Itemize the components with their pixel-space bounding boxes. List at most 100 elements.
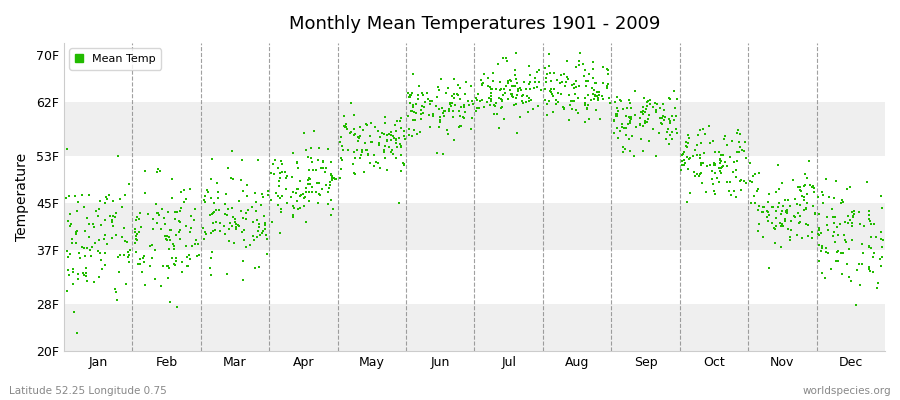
Point	[663, 118, 678, 124]
Point	[388, 122, 402, 128]
Point	[407, 126, 421, 133]
Point	[190, 252, 204, 259]
Point	[435, 105, 449, 111]
Point	[202, 212, 217, 218]
Point	[446, 108, 460, 114]
Point	[302, 197, 316, 204]
Point	[286, 189, 301, 195]
Point	[121, 254, 135, 260]
Point	[452, 108, 466, 114]
Point	[542, 51, 556, 57]
Point	[609, 94, 624, 100]
Point	[534, 87, 548, 93]
Point	[302, 176, 316, 183]
Point	[835, 250, 850, 256]
Point	[309, 189, 323, 196]
Point	[93, 198, 107, 204]
Point	[138, 190, 152, 196]
Point	[799, 221, 814, 227]
Point	[305, 167, 320, 173]
Point	[669, 112, 683, 119]
Point	[106, 222, 121, 229]
Point	[825, 232, 840, 239]
Point	[109, 210, 123, 216]
Point	[408, 116, 422, 123]
Point	[87, 279, 102, 285]
Point	[367, 124, 382, 131]
Point	[311, 191, 326, 197]
Point	[208, 227, 222, 233]
Point	[151, 210, 166, 216]
Point	[280, 172, 294, 179]
Point	[112, 254, 126, 260]
Point	[390, 144, 404, 150]
Point	[600, 66, 615, 72]
Point	[713, 157, 727, 163]
Point	[394, 125, 409, 132]
Point	[197, 236, 211, 242]
Point	[382, 144, 397, 150]
Point	[844, 220, 859, 226]
Point	[692, 173, 706, 179]
Point	[658, 114, 672, 120]
Point	[104, 218, 119, 225]
Point	[166, 243, 181, 249]
Point	[566, 98, 580, 104]
Point	[601, 70, 616, 77]
Point	[855, 250, 869, 256]
Point	[724, 138, 739, 144]
Point	[418, 99, 432, 106]
Point	[337, 123, 351, 130]
Point	[108, 214, 122, 220]
Point	[860, 179, 874, 186]
Point	[219, 191, 233, 197]
Point	[538, 65, 553, 71]
Point	[516, 92, 530, 98]
Point	[106, 198, 121, 204]
Point	[371, 160, 385, 167]
Point	[853, 282, 868, 288]
Point	[509, 130, 524, 136]
Point	[690, 132, 705, 138]
Point	[523, 79, 537, 86]
Point	[783, 234, 797, 240]
Point	[637, 108, 652, 115]
Point	[580, 92, 595, 98]
Point	[228, 240, 242, 246]
Point	[62, 223, 77, 230]
Point	[669, 126, 683, 132]
Point	[464, 126, 478, 132]
Point	[443, 100, 457, 107]
Point	[224, 175, 238, 181]
Point	[167, 261, 182, 267]
Point	[508, 67, 523, 74]
Point	[874, 192, 888, 199]
Point	[778, 208, 793, 215]
Point	[667, 117, 681, 123]
Point	[756, 234, 770, 241]
Point	[138, 281, 152, 288]
Point	[392, 118, 407, 124]
Point	[726, 159, 741, 165]
Point	[664, 113, 679, 120]
Point	[805, 229, 819, 235]
Point	[465, 101, 480, 107]
Point	[129, 236, 143, 242]
Point	[315, 186, 329, 192]
Point	[438, 90, 453, 96]
Point	[128, 228, 142, 235]
Point	[623, 148, 637, 154]
Point	[441, 131, 455, 137]
Point	[454, 123, 468, 129]
Point	[681, 140, 696, 146]
Point	[635, 111, 650, 117]
Point	[670, 130, 684, 136]
Point	[316, 165, 330, 171]
Point	[91, 213, 105, 220]
Point	[444, 103, 458, 109]
Point	[590, 89, 604, 95]
Point	[821, 250, 835, 256]
Point	[510, 92, 525, 98]
Point	[472, 98, 487, 104]
Point	[393, 115, 408, 121]
